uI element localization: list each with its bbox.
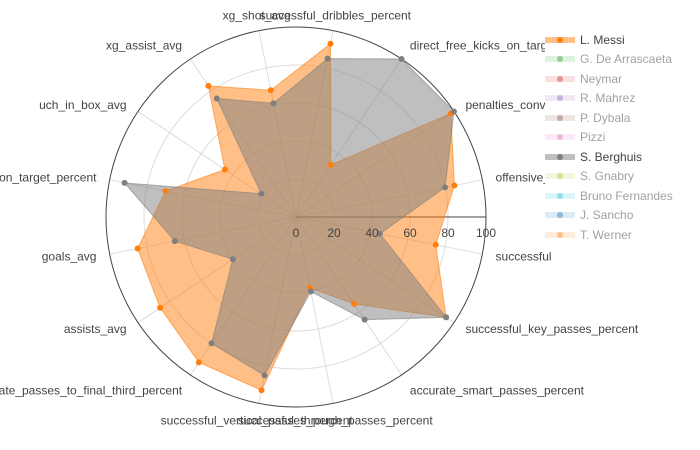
legend-item[interactable]: S. Gnabry <box>545 167 700 187</box>
data-point[interactable] <box>195 359 202 366</box>
data-point[interactable] <box>213 95 220 102</box>
radial-tick-label: 0 <box>293 226 300 240</box>
legend-label: S. Berghuis <box>580 149 643 164</box>
axis-label: on_target_percent <box>0 171 97 185</box>
axis-label: successful_key_passes_percent <box>465 322 638 336</box>
data-point[interactable] <box>205 82 212 89</box>
legend-item[interactable]: L. Messi <box>545 30 700 50</box>
radial-tick-labels: 0 20 40 60 80 100 <box>293 226 497 240</box>
legend-item[interactable]: Bruno Fernandes <box>545 186 700 206</box>
axis-label: xg_assist_avg <box>106 39 182 53</box>
data-point[interactable] <box>258 190 265 197</box>
legend-label: G. De Arrascaeta <box>580 52 673 67</box>
legend-label: S. Gnabry <box>580 169 635 184</box>
legend-swatch-icon <box>545 151 575 163</box>
legend-swatch-icon <box>545 209 575 221</box>
axis-label: uch_in_box_avg <box>39 98 126 112</box>
axis-label: successful <box>496 249 552 263</box>
legend-item[interactable]: S. Berghuis <box>545 147 700 167</box>
legend-swatch-icon <box>545 229 575 241</box>
legend-label: Pizzi <box>580 130 606 145</box>
data-point[interactable] <box>121 179 128 186</box>
data-point[interactable] <box>307 288 314 295</box>
radial-tick-label: 80 <box>441 226 455 240</box>
legend-swatch-icon <box>545 92 575 104</box>
data-point[interactable] <box>351 300 358 307</box>
data-point[interactable] <box>221 166 228 173</box>
data-point[interactable] <box>171 238 178 245</box>
axis-label: xg_shot_avg <box>223 8 291 22</box>
data-point[interactable] <box>324 55 331 62</box>
data-point[interactable] <box>327 40 334 47</box>
legend-swatch-icon <box>545 190 575 202</box>
data-point[interactable] <box>432 241 439 248</box>
legend-item[interactable]: T. Werner <box>545 225 700 245</box>
radial-tick-label: 20 <box>327 226 341 240</box>
legend-swatch-icon <box>545 53 575 65</box>
radial-tick-label: 40 <box>365 226 379 240</box>
legend-item[interactable]: R. Mahrez <box>545 89 700 109</box>
legend-item[interactable]: Neymar <box>545 69 700 89</box>
axis-label: successful_vertical_passes_percent <box>161 414 354 428</box>
legend-swatch-icon <box>545 170 575 182</box>
legend-label: Bruno Fernandes <box>580 188 673 203</box>
legend-item[interactable]: P. Dybala <box>545 108 700 128</box>
legend-item[interactable]: Pizzi <box>545 128 700 148</box>
legend-swatch-icon <box>545 131 575 143</box>
legend-item[interactable]: J. Sancho <box>545 206 700 226</box>
data-point[interactable] <box>451 182 458 189</box>
legend-label: L. Messi <box>580 32 625 47</box>
legend: L. Messi G. De Arrascaeta Neymar R. Mahrez P… <box>545 30 700 245</box>
legend-label: T. Werner <box>580 227 632 242</box>
data-point[interactable] <box>267 87 274 94</box>
data-point[interactable] <box>442 184 449 191</box>
axis-label: successful_dribbles_percent <box>260 8 412 22</box>
data-point[interactable] <box>270 100 277 107</box>
data-point[interactable] <box>258 387 265 394</box>
legend-swatch-icon <box>545 112 575 124</box>
data-point[interactable] <box>327 161 334 168</box>
legend-item[interactable]: G. De Arrascaeta <box>545 50 700 70</box>
data-point[interactable] <box>261 372 268 379</box>
legend-label: P. Dybala <box>580 110 631 125</box>
data-point[interactable] <box>361 316 368 323</box>
data-point[interactable] <box>443 314 450 321</box>
axis-label: goals_avg <box>42 249 97 263</box>
legend-label: R. Mahrez <box>580 91 636 106</box>
legend-swatch-icon <box>545 34 575 46</box>
axis-label: successful_through_passes_percent <box>238 414 433 428</box>
data-point[interactable] <box>157 304 164 311</box>
radial-tick-label: 60 <box>403 226 417 240</box>
data-point[interactable] <box>134 245 141 252</box>
legend-label: Neymar <box>580 71 623 86</box>
axis-label: accurate_smart_passes_percent <box>410 383 585 397</box>
data-point[interactable] <box>229 256 236 263</box>
outer-circle <box>105 26 487 408</box>
data-point[interactable] <box>376 230 383 237</box>
data-point[interactable] <box>450 108 457 115</box>
data-point[interactable] <box>208 340 215 347</box>
data-point[interactable] <box>162 188 169 195</box>
radial-tick-label: 100 <box>476 226 496 240</box>
axis-label: accurate_passes_to_final_third_percent <box>0 383 183 397</box>
radar-series <box>121 40 458 394</box>
data-point[interactable] <box>398 56 405 63</box>
legend-swatch-icon <box>545 73 575 85</box>
axis-label: assists_avg <box>64 322 127 336</box>
legend-label: J. Sancho <box>580 208 634 223</box>
